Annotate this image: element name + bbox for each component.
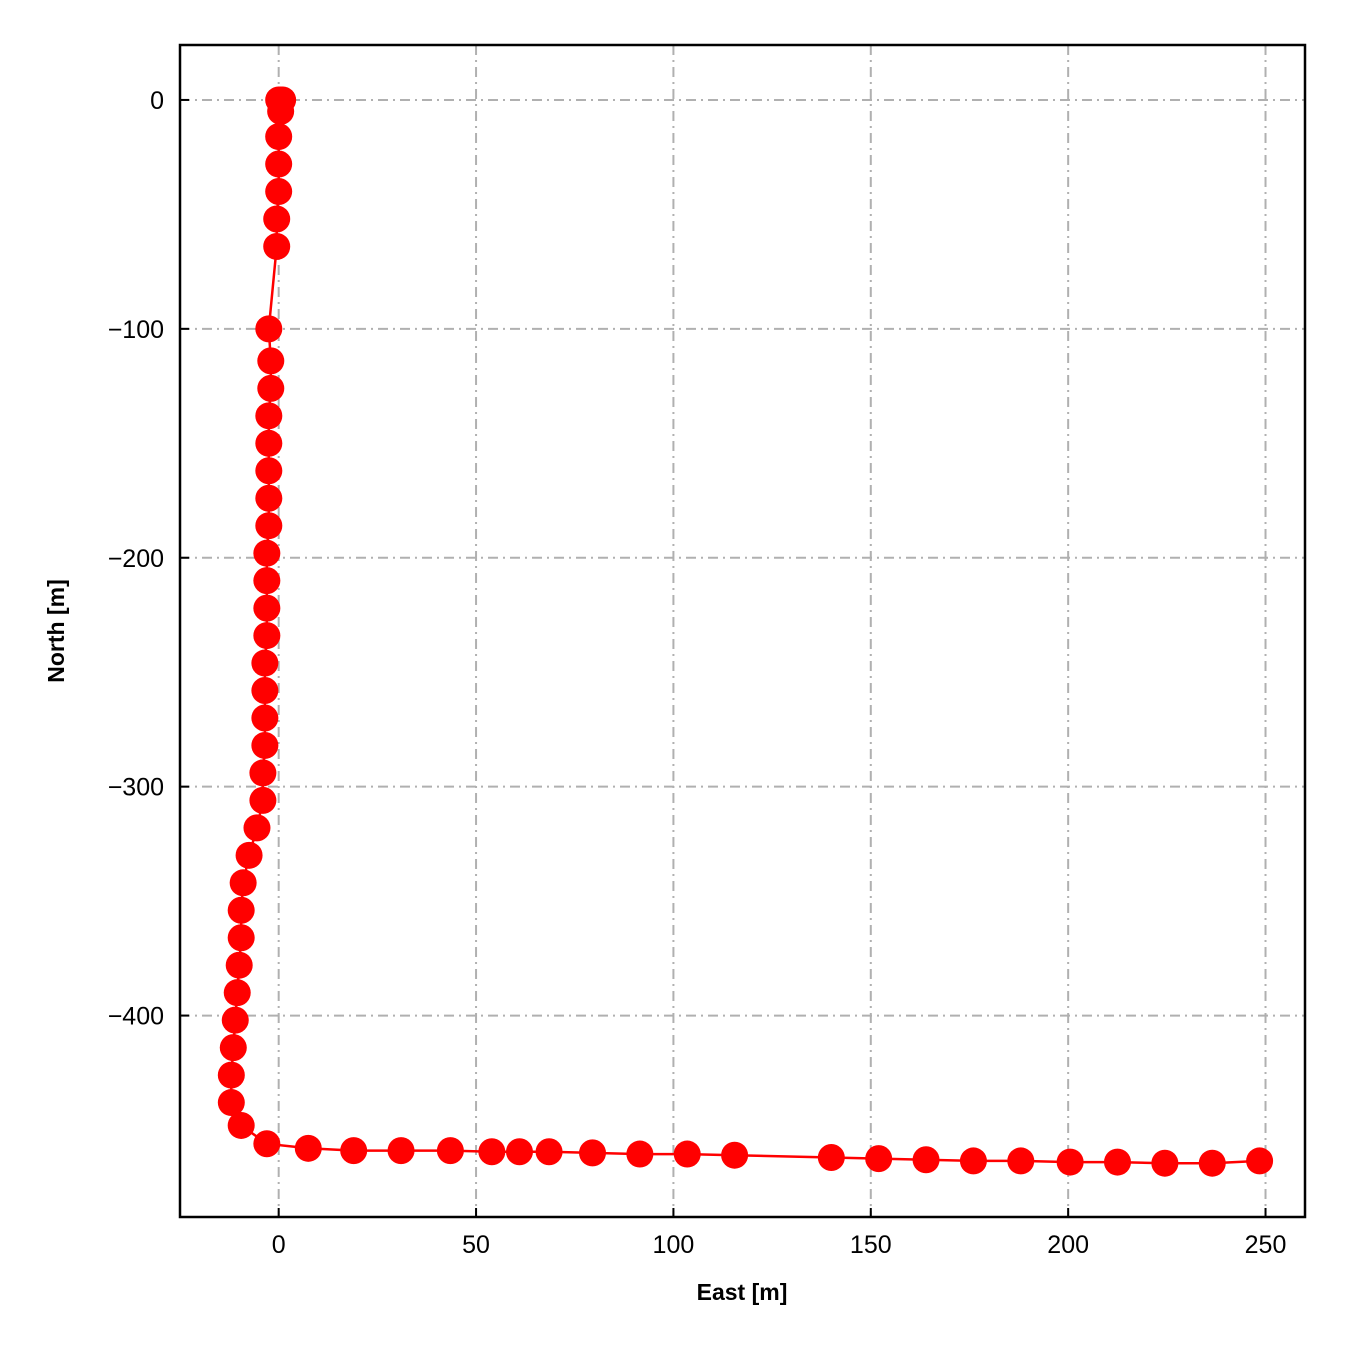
- x-axis-label: East [m]: [697, 1279, 788, 1305]
- data-point: [225, 951, 253, 979]
- data-point: [673, 1140, 701, 1168]
- data-point: [217, 1061, 245, 1089]
- data-point: [505, 1138, 533, 1166]
- data-point: [249, 759, 277, 787]
- data-point: [579, 1139, 606, 1167]
- data-point: [721, 1141, 749, 1169]
- data-point: [1198, 1149, 1226, 1177]
- data-point: [267, 97, 295, 125]
- data-point: [253, 567, 281, 595]
- data-point: [294, 1134, 322, 1162]
- data-point: [217, 1089, 245, 1117]
- data-point: [912, 1146, 940, 1174]
- data-point: [251, 649, 279, 677]
- data-point: [253, 622, 281, 650]
- series-line: [230, 98, 1260, 1165]
- series-layer: [217, 86, 1274, 1177]
- data-point: [340, 1137, 368, 1165]
- data-point: [817, 1143, 845, 1171]
- x-tick-label: 50: [462, 1231, 490, 1259]
- data-point: [235, 841, 263, 869]
- y-tick-label: −200: [108, 545, 164, 573]
- data-point: [223, 979, 251, 1007]
- x-tick-label: 200: [1047, 1231, 1089, 1259]
- data-point: [243, 814, 271, 842]
- tick-layer: 0 50 100 150 200 250 0 −100 −200 −300 −400: [108, 87, 1287, 1259]
- data-point: [959, 1147, 987, 1175]
- data-point: [251, 731, 279, 759]
- data-point: [255, 457, 283, 485]
- data-point: [1104, 1148, 1131, 1176]
- data-point: [255, 512, 283, 540]
- data-point: [1007, 1147, 1035, 1175]
- y-tick-label: −300: [108, 774, 164, 802]
- data-point: [253, 594, 281, 622]
- data-point: [251, 704, 279, 732]
- y-tick-label: 0: [150, 87, 164, 115]
- data-point: [253, 539, 281, 567]
- data-point: [1151, 1149, 1179, 1177]
- data-point: [249, 786, 277, 814]
- data-point: [227, 1111, 255, 1139]
- data-point: [265, 150, 293, 178]
- data-point: [1246, 1147, 1274, 1175]
- x-tick-label: 250: [1245, 1231, 1287, 1259]
- data-point: [219, 1034, 247, 1062]
- data-point: [229, 869, 257, 897]
- data-point: [535, 1138, 563, 1166]
- plot-frame: [178, 43, 1307, 1219]
- x-tick-label: 150: [850, 1231, 892, 1259]
- data-point: [221, 1006, 249, 1034]
- data-point: [265, 178, 293, 205]
- data-point: [253, 1130, 281, 1158]
- x-tick-label: 0: [272, 1231, 286, 1259]
- data-point: [255, 429, 283, 457]
- x-tick-label: 100: [653, 1231, 695, 1259]
- data-point: [265, 123, 293, 151]
- y-tick-label: −400: [108, 1003, 164, 1031]
- grid-layer: [180, 45, 1305, 1217]
- data-point: [478, 1138, 506, 1166]
- data-point: [257, 347, 285, 375]
- data-point: [255, 484, 283, 512]
- data-point: [227, 924, 255, 952]
- data-point: [257, 374, 285, 402]
- data-point: [263, 232, 291, 260]
- y-axis-label: North [m]: [43, 579, 69, 682]
- data-point: [227, 896, 255, 924]
- data-point: [255, 402, 283, 430]
- data-point: [251, 677, 279, 705]
- data-point: [1056, 1148, 1084, 1176]
- y-tick-label: −100: [108, 316, 164, 344]
- data-point: [865, 1145, 893, 1173]
- data-point: [255, 315, 283, 343]
- data-point: [263, 205, 291, 233]
- data-point: [436, 1137, 464, 1165]
- data-point: [387, 1137, 415, 1165]
- data-point: [626, 1140, 654, 1168]
